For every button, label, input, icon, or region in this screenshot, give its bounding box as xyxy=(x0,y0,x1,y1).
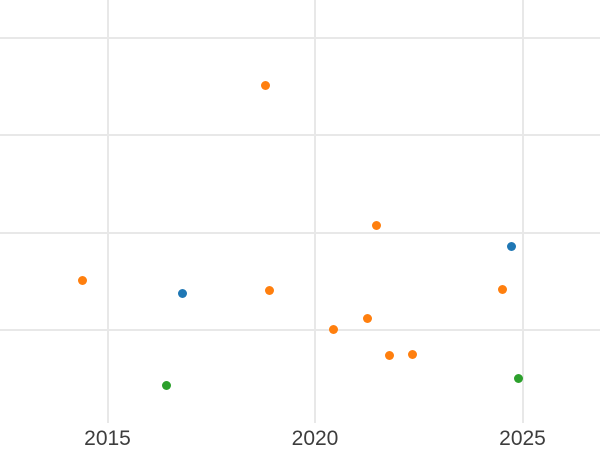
gridline-vertical xyxy=(314,0,316,423)
scatter-point-series-orange xyxy=(329,325,339,335)
scatter-point-series-orange xyxy=(408,349,418,359)
gridline-horizontal xyxy=(0,231,600,234)
scatter-point-series-orange xyxy=(265,286,275,296)
gridline-vertical xyxy=(106,0,109,423)
scatter-point-series-blue xyxy=(177,289,187,299)
gridline-horizontal xyxy=(0,36,600,39)
gridline-vertical xyxy=(521,0,524,423)
scatter-point-series-orange xyxy=(261,80,271,90)
scatter-point-series-orange xyxy=(385,350,395,360)
scatter-point-series-blue xyxy=(506,241,516,251)
x-tick-label: 2015 xyxy=(84,427,131,450)
scatter-point-series-green xyxy=(161,380,171,390)
x-tick-label: 2025 xyxy=(499,427,546,450)
x-tick-label: 2020 xyxy=(291,427,339,450)
scatter-point-series-orange xyxy=(371,220,381,230)
gridline-horizontal xyxy=(0,329,600,331)
scatter-point-series-orange xyxy=(362,313,372,323)
scatter-point-series-orange xyxy=(78,276,88,286)
scatter-point-series-green xyxy=(514,374,524,384)
scatter-point-series-orange xyxy=(497,285,507,295)
gridline-horizontal xyxy=(0,134,600,136)
